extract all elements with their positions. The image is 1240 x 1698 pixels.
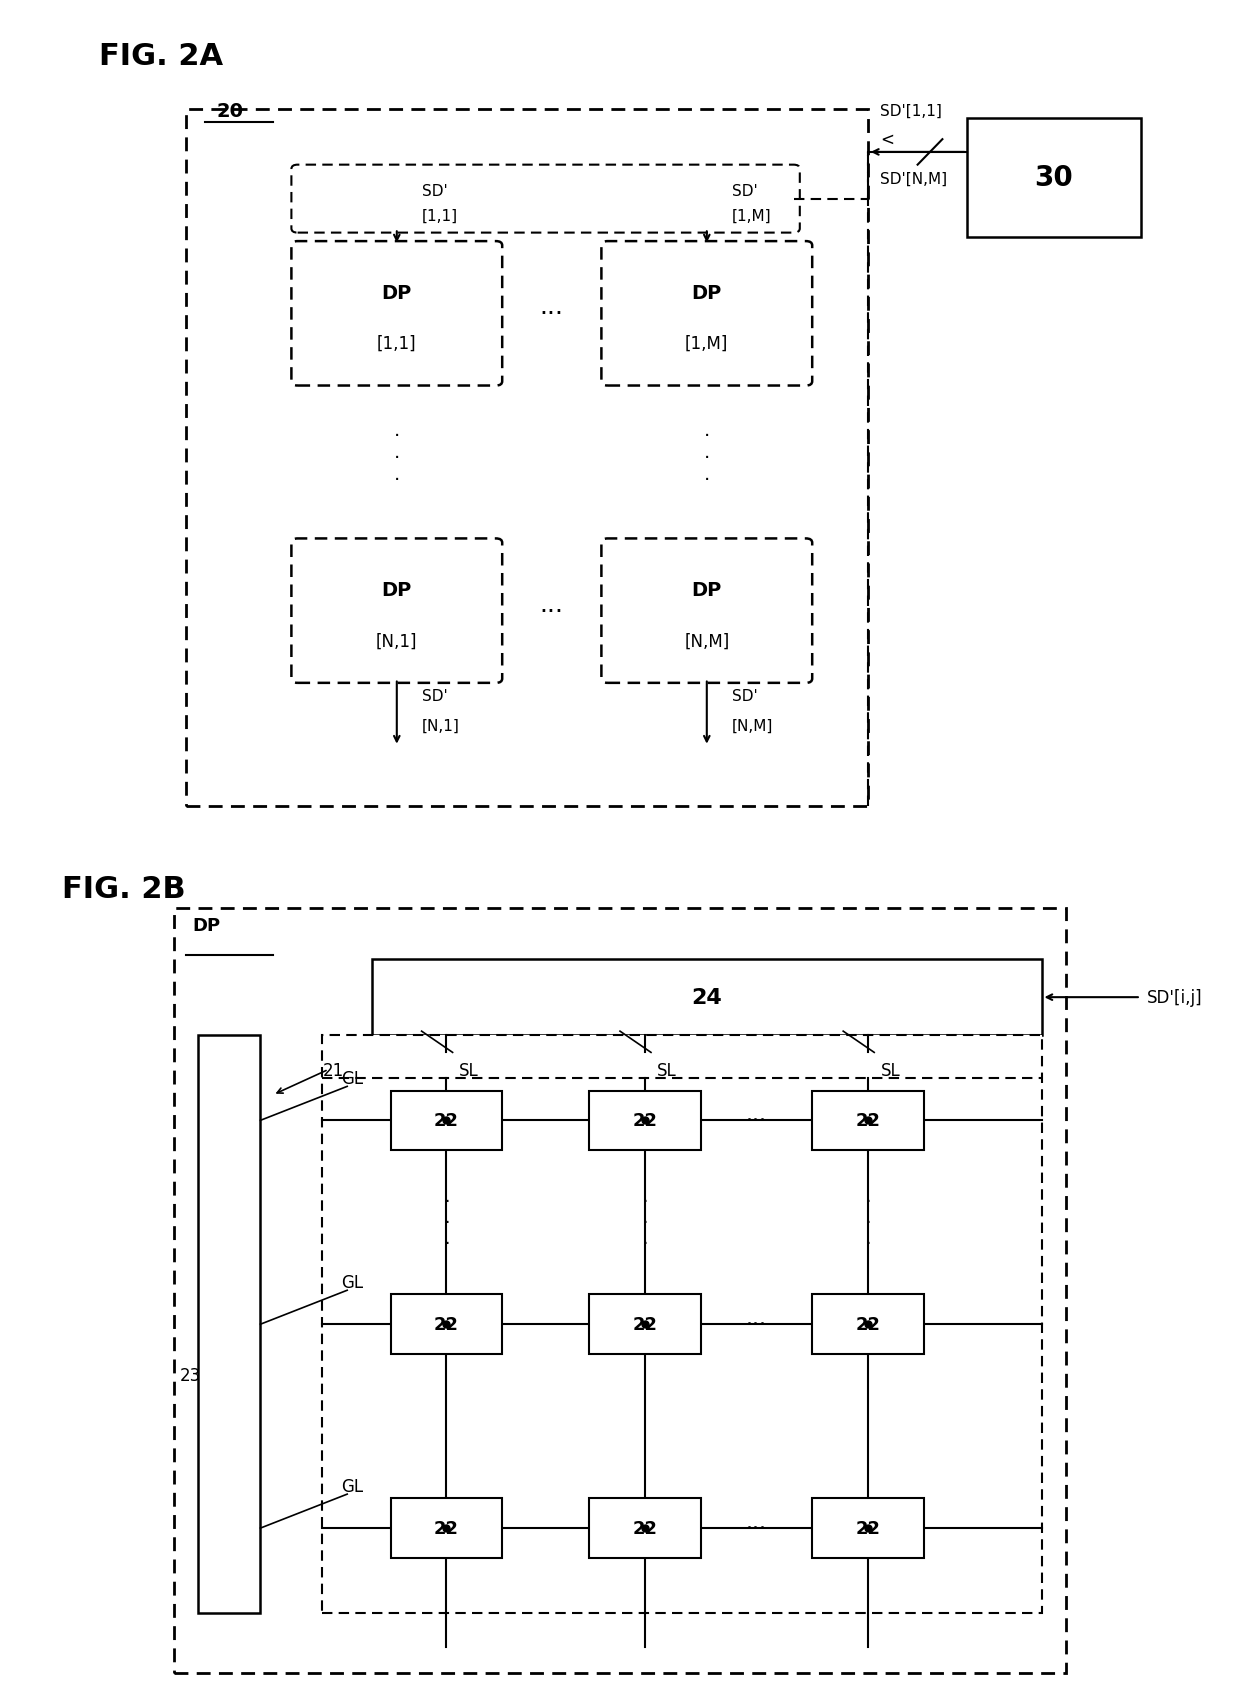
Text: 22: 22 (434, 1520, 459, 1537)
FancyBboxPatch shape (601, 241, 812, 385)
Text: 21: 21 (322, 1061, 343, 1080)
Bar (589, 1294, 701, 1355)
Text: [1,1]: [1,1] (377, 335, 417, 353)
Bar (812, 1294, 924, 1355)
Text: GL: GL (341, 1070, 363, 1087)
Text: SL: SL (459, 1061, 479, 1080)
Text: SD': SD' (732, 689, 758, 703)
Text: 22: 22 (856, 1316, 880, 1333)
Bar (198, 1036, 260, 1613)
Bar (391, 1498, 502, 1559)
Bar (812, 1498, 924, 1559)
Text: SD'[1,1]: SD'[1,1] (880, 104, 942, 119)
Text: [N,M]: [N,M] (732, 718, 773, 734)
Text: 22: 22 (434, 1316, 459, 1333)
Text: SD': SD' (732, 183, 758, 199)
Text: ···: ··· (539, 599, 564, 623)
Text: [N,M]: [N,M] (684, 632, 729, 650)
Text: 24: 24 (692, 988, 722, 1007)
FancyBboxPatch shape (601, 540, 812, 683)
Bar (812, 1092, 924, 1151)
Text: [N,1]: [N,1] (422, 718, 460, 734)
Text: 22: 22 (856, 1520, 880, 1537)
Text: [1,M]: [1,M] (732, 209, 771, 224)
Text: DP: DP (382, 284, 412, 302)
Text: ···: ··· (746, 1110, 766, 1131)
Text: 22: 22 (632, 1112, 657, 1129)
FancyBboxPatch shape (322, 1036, 1042, 1613)
Text: SD'[i,j]: SD'[i,j] (1147, 988, 1203, 1007)
Bar (372, 959, 1042, 1036)
Text: ·
·
·: · · · (703, 426, 711, 491)
Bar (589, 1092, 701, 1151)
Text: ···: ··· (539, 302, 564, 326)
Text: SD'[N,M]: SD'[N,M] (880, 171, 947, 187)
Text: SD': SD' (422, 689, 448, 703)
Text: 22: 22 (856, 1112, 880, 1129)
Text: [1,1]: [1,1] (422, 209, 458, 224)
FancyBboxPatch shape (291, 540, 502, 683)
Text: 22: 22 (632, 1316, 657, 1333)
Text: 22: 22 (434, 1112, 459, 1129)
Text: 23: 23 (180, 1367, 201, 1384)
Text: <: < (880, 131, 894, 148)
Text: FIG. 2A: FIG. 2A (99, 42, 223, 71)
FancyBboxPatch shape (174, 908, 1066, 1673)
Text: DP: DP (692, 581, 722, 599)
Text: ·
·
·: · · · (393, 426, 401, 491)
FancyBboxPatch shape (291, 241, 502, 385)
Text: ···: ··· (746, 1314, 766, 1335)
Text: ·
·
·: · · · (444, 1192, 449, 1253)
Text: [1,M]: [1,M] (686, 335, 728, 353)
Text: FIG. 2B: FIG. 2B (62, 874, 186, 903)
Text: SD': SD' (422, 183, 448, 199)
FancyBboxPatch shape (186, 110, 868, 807)
Text: SL: SL (657, 1061, 677, 1080)
Text: ·
·
·: · · · (866, 1192, 870, 1253)
Bar (589, 1498, 701, 1559)
Text: [N,1]: [N,1] (376, 632, 418, 650)
Text: 22: 22 (632, 1520, 657, 1537)
Bar (391, 1294, 502, 1355)
Text: SL: SL (880, 1061, 900, 1080)
Text: ···: ··· (746, 1518, 766, 1538)
FancyBboxPatch shape (291, 165, 800, 233)
Bar (391, 1092, 502, 1151)
Text: 20: 20 (217, 102, 244, 121)
Text: GL: GL (341, 1274, 363, 1290)
Text: 30: 30 (1034, 165, 1074, 192)
Text: ·
·
·: · · · (642, 1192, 647, 1253)
Text: DP: DP (192, 917, 221, 936)
Text: DP: DP (382, 581, 412, 599)
Text: GL: GL (341, 1477, 363, 1494)
Bar (967, 119, 1141, 238)
Text: DP: DP (692, 284, 722, 302)
